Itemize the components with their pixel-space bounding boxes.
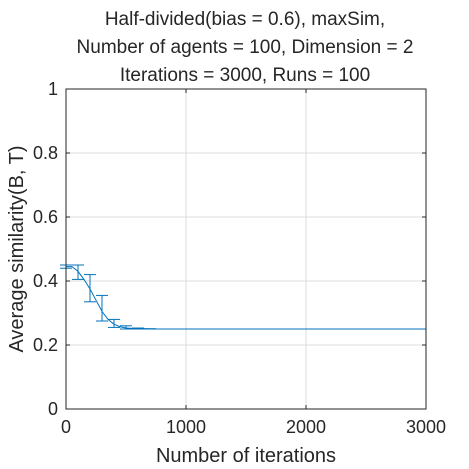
y-tick-label-5: 1 — [48, 79, 58, 99]
y-axis-label: Average similarity(B, T) — [6, 145, 28, 352]
x-tick-label-2: 2000 — [286, 417, 326, 437]
y-tick-label-2: 0.4 — [33, 271, 58, 291]
grid — [66, 89, 426, 409]
error-bar-2 — [84, 274, 96, 303]
chart-title-line-1: Half-divided(bias = 0.6), maxSim, — [105, 9, 385, 30]
y-tick-label-3: 0.6 — [33, 207, 58, 227]
y-tick-label-1: 0.2 — [33, 335, 58, 355]
chart-title-line-2: Number of agents = 100, Dimension = 2 — [77, 37, 414, 58]
plot-area — [66, 89, 426, 409]
chart-title-line-3: Iterations = 3000, Runs = 100 — [120, 65, 370, 86]
plot-frame — [65, 88, 427, 410]
error-bar-5 — [120, 325, 132, 330]
y-tick-label-0: 0 — [48, 399, 58, 419]
x-axis-label: Number of iterations — [156, 445, 336, 467]
x-tick-label-0: 0 — [61, 417, 71, 437]
error-bar-3 — [96, 294, 108, 322]
error-bar-6 — [132, 327, 144, 330]
x-tick-label-1: 1000 — [166, 417, 206, 437]
series-line-0 — [66, 266, 426, 330]
chart-title: Half-divided(bias = 0.6), maxSim, Number… — [77, 9, 414, 86]
error-bar-4 — [108, 318, 120, 328]
y-tick-label-4: 0.8 — [33, 143, 58, 163]
x-tick-label-3: 3000 — [406, 417, 446, 437]
y-axis-ticks: 0 0.2 0.4 0.6 0.8 1 — [33, 79, 426, 419]
error-bar-1 — [72, 264, 84, 280]
series-group — [60, 264, 426, 330]
x-axis-ticks: 0 1000 2000 3000 — [61, 89, 446, 437]
